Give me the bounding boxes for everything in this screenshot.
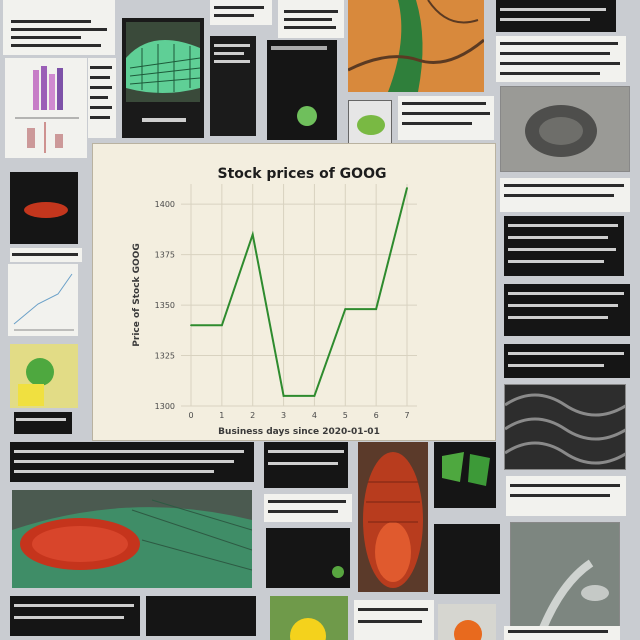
dark-waves-photo xyxy=(504,384,626,470)
data-point xyxy=(282,395,285,397)
collage-text-top-center xyxy=(278,0,344,38)
collage-text-right-6 xyxy=(506,476,626,516)
y-axis-ticks: 1300 1325 1350 1375 1400 xyxy=(155,200,175,411)
collage-text-bottom-left-2 xyxy=(10,596,140,636)
y-tick-label: 1400 xyxy=(155,200,175,209)
collage-text-right-1 xyxy=(496,36,626,82)
collage-text-bottom-mid-2 xyxy=(264,494,352,522)
yellow-flower-photo xyxy=(270,596,348,640)
x-tick-label: 1 xyxy=(219,411,224,420)
y-tick-label: 1300 xyxy=(155,402,175,411)
data-point xyxy=(190,324,192,327)
red-bean-photo xyxy=(10,172,78,244)
x-tick-label: 3 xyxy=(281,411,286,420)
collage-text-left-1 xyxy=(10,248,82,262)
x-tick-label: 5 xyxy=(343,411,348,420)
collage-tile-top-left-paper xyxy=(3,0,115,55)
x-tick-label: 7 xyxy=(404,411,409,420)
collage-tile-top-middle xyxy=(210,0,272,25)
x-axis-label: Business days since 2020-01-01 xyxy=(218,427,380,437)
main-line-chart: Stock prices of GOOG 1300 1325 1350 1375 140… xyxy=(92,143,496,441)
collage-text-mid-right xyxy=(398,96,494,140)
dark-photo-bottom xyxy=(266,528,350,588)
dark-leaf-photo xyxy=(267,40,337,140)
data-point xyxy=(313,395,316,397)
bar-chart-thumbnail xyxy=(5,58,87,158)
collage-text-bottom-mid xyxy=(264,442,348,488)
gray-plant-photo xyxy=(510,522,620,632)
x-tick-label: 2 xyxy=(250,411,255,420)
red-beetle-photo xyxy=(358,442,428,592)
y-tick-label: 1350 xyxy=(155,301,175,310)
data-point xyxy=(251,233,254,236)
red-scaled-body-photo xyxy=(12,490,252,588)
leaf-thumb-photo xyxy=(348,100,392,144)
data-point xyxy=(375,308,378,311)
dark-photo-bottom-2 xyxy=(434,524,500,594)
collage-text-bottom-right xyxy=(504,626,620,640)
data-point xyxy=(406,187,408,189)
orange-blob-photo xyxy=(438,604,496,640)
collage-text-top-right xyxy=(496,0,616,32)
collage-dark-bottom xyxy=(146,596,256,636)
x-tick-label: 4 xyxy=(312,411,317,420)
collage-text-bottom-center xyxy=(354,600,434,640)
dark-photo-panel xyxy=(210,36,256,136)
yellow-plant-photo xyxy=(10,344,78,408)
green-leaf-photo xyxy=(434,442,496,508)
collage-text-right-4 xyxy=(504,284,630,336)
y-tick-label: 1375 xyxy=(155,251,175,260)
collage-text-right-5 xyxy=(504,344,630,378)
x-axis-ticks: 0 1 2 3 4 5 6 7 xyxy=(188,411,409,420)
gray-organism-photo xyxy=(500,86,630,172)
series-points xyxy=(190,187,408,397)
collage-text-right-2 xyxy=(500,178,630,212)
chart-title: Stock prices of GOOG xyxy=(218,166,387,182)
line-chart-svg: Stock prices of GOOG 1300132513501375140… xyxy=(132,166,417,437)
plot-area xyxy=(181,184,417,406)
line-chart-thumbnail xyxy=(8,264,78,336)
chart-grid xyxy=(181,184,417,407)
collage-text-left-2 xyxy=(14,412,72,434)
data-point xyxy=(220,324,223,327)
x-tick-label: 0 xyxy=(188,411,193,420)
x-tick-label: 6 xyxy=(374,411,379,420)
series-line-goog xyxy=(191,187,408,397)
collage-text-right-3 xyxy=(504,216,624,276)
orange-branch-photo xyxy=(348,0,484,92)
collage-text-bottom-left-1 xyxy=(10,442,254,482)
bar-chart-thumbnail-graphic xyxy=(15,66,79,153)
green-scales-photo xyxy=(122,18,204,138)
y-tick-label: 1325 xyxy=(155,352,175,361)
y-axis-label: Price of Stock GOOG xyxy=(132,243,142,346)
collage-text-col-1 xyxy=(88,58,116,138)
data-point xyxy=(344,308,347,311)
